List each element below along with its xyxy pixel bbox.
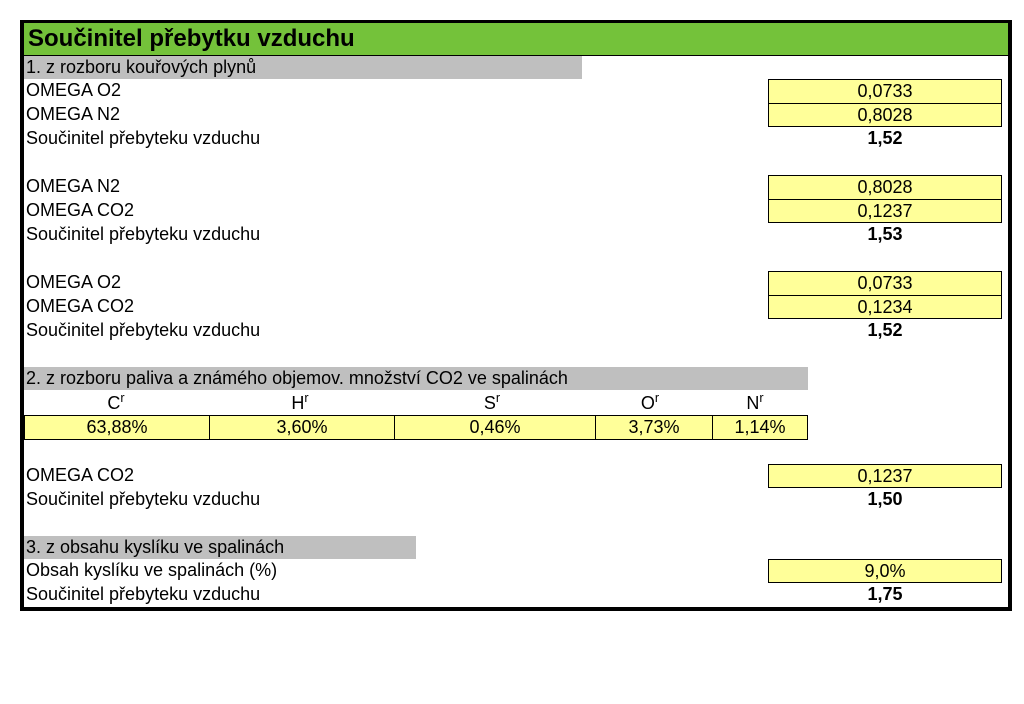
value-omega-n2-b: 0,8028 [768,175,1002,199]
section-1-header: 1. z rozboru kouřových plynů [24,56,582,79]
val-c: 63,88% [24,415,209,440]
value-omega-co2-b: 0,1237 [768,199,1002,223]
value-omega-o2: 0,0733 [768,79,1002,103]
fuel-value-row: 63,88% 3,60% 0,46% 3,73% 1,14% [24,415,804,440]
col-o: Or [592,390,708,415]
label-omega-co2-b: OMEGA CO2 [24,199,768,223]
label-omega-o2-c: OMEGA O2 [24,271,768,295]
label-coef-1: Součinitel přebyteku vzduchu [24,127,768,151]
label-omega-co2-2: OMEGA CO2 [24,464,768,488]
value-omega-o2-c: 0,0733 [768,271,1002,295]
label-omega-co2-c: OMEGA CO2 [24,295,768,319]
value-coef-2: 1,53 [768,223,1002,247]
fuel-header-row: Cr Hr Sr Or Nr [24,390,804,415]
col-n: Nr [708,390,802,415]
section-2-header: 2. z rozboru paliva a známého objemov. m… [24,367,808,390]
col-h: Hr [208,390,392,415]
worksheet: Součinitel přebytku vzduchu 1. z rozboru… [20,20,1012,611]
label-coef-4: Součinitel přebyteku vzduchu [24,488,768,512]
label-omega-o2: OMEGA O2 [24,79,768,103]
label-coef-5: Součinitel přebyteku vzduchu [24,583,768,607]
value-omega-n2: 0,8028 [768,103,1002,127]
value-omega-co2-2: 0,1237 [768,464,1002,488]
value-coef-1: 1,52 [768,127,1002,151]
section-3-header: 3. z obsahu kyslíku ve spalinách [24,536,416,559]
val-s: 0,46% [394,415,595,440]
val-o: 3,73% [595,415,712,440]
value-omega-co2-c: 0,1234 [768,295,1002,319]
label-coef-2: Součinitel přebyteku vzduchu [24,223,768,247]
value-coef-4: 1,50 [768,488,1002,512]
value-coef-5: 1,75 [768,583,1002,607]
col-s: Sr [392,390,592,415]
col-c: Cr [24,390,208,415]
sheet-title: Součinitel přebytku vzduchu [24,23,1008,56]
label-omega-n2: OMEGA N2 [24,103,768,127]
value-coef-3: 1,52 [768,319,1002,343]
label-oxygen: Obsah kyslíku ve spalinách (%) [24,559,768,583]
value-oxygen: 9,0% [768,559,1002,583]
val-h: 3,60% [209,415,394,440]
label-coef-3: Součinitel přebyteku vzduchu [24,319,768,343]
val-n: 1,14% [712,415,808,440]
label-omega-n2-b: OMEGA N2 [24,175,768,199]
